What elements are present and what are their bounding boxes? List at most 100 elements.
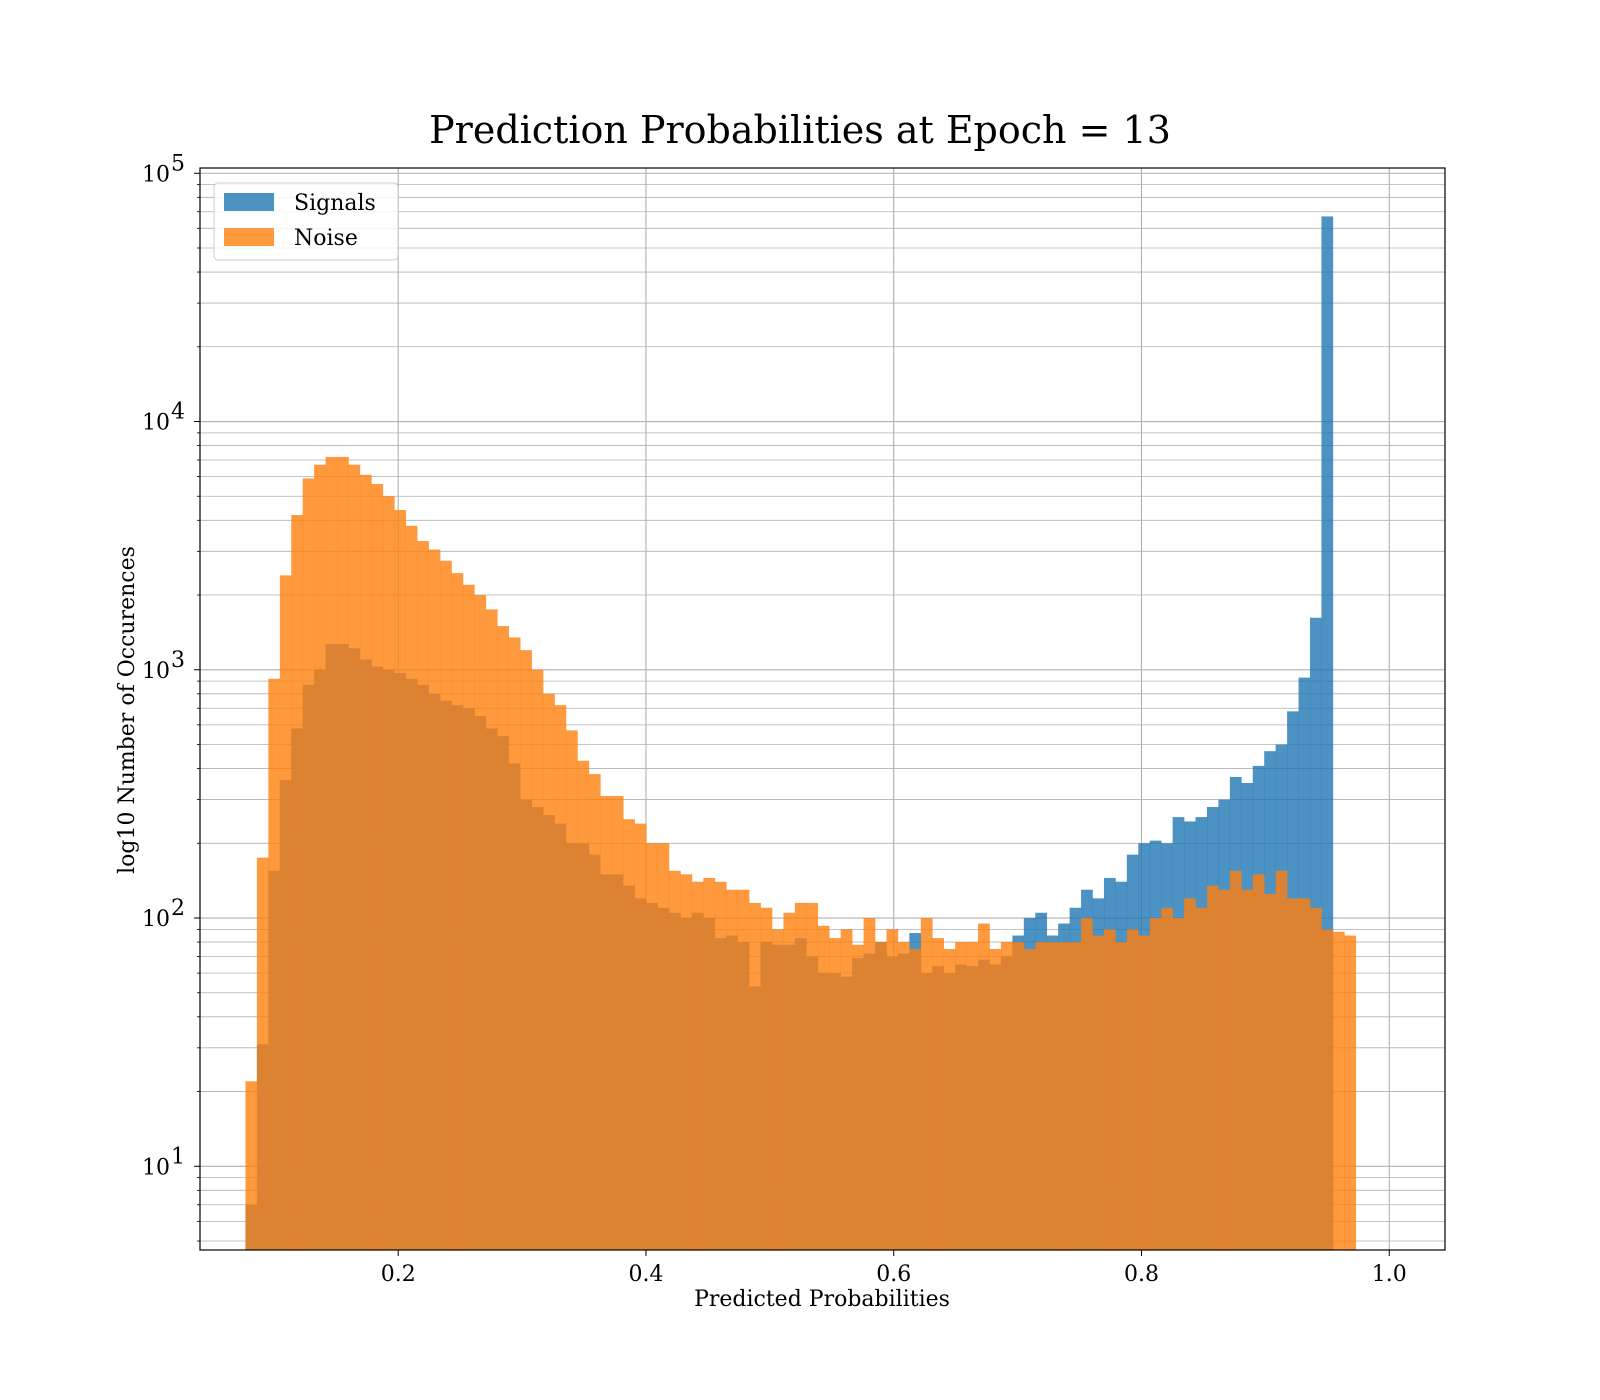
bar-noise — [485, 609, 498, 1250]
bar-noise — [371, 484, 384, 1251]
bar-noise — [600, 796, 613, 1250]
bar-noise — [680, 874, 693, 1250]
bar-noise — [428, 549, 441, 1250]
bar-noise — [1218, 889, 1231, 1250]
bar-noise — [451, 573, 464, 1250]
bar-noise — [359, 474, 372, 1250]
bar-noise — [474, 595, 487, 1250]
bar-noise — [1184, 898, 1196, 1250]
bar-noise — [462, 584, 475, 1250]
bar-noise — [1126, 929, 1139, 1250]
bar-noise — [714, 881, 727, 1250]
bar-noise — [256, 857, 269, 1250]
bar-noise — [863, 918, 876, 1250]
histogram-bars — [245, 216, 1357, 1251]
bar-signals — [1321, 216, 1334, 1251]
bar-noise — [897, 942, 910, 1250]
bar-noise — [1241, 889, 1254, 1250]
legend: Signals Noise — [213, 182, 399, 261]
bar-noise — [314, 464, 326, 1250]
x-tick-label: 0.2 — [381, 1262, 416, 1287]
legend-label-noise: Noise — [294, 226, 358, 251]
y-tick-exponent: 1 — [171, 1144, 185, 1169]
bar-noise — [978, 923, 990, 1250]
bar-noise — [508, 637, 521, 1250]
plot-frame — [199, 167, 1446, 1251]
bar-noise — [268, 678, 281, 1250]
bar-noise — [348, 464, 361, 1250]
bar-noise — [840, 929, 853, 1250]
bar-noise — [543, 693, 555, 1250]
bar-noise — [520, 650, 532, 1250]
bar-noise — [1103, 929, 1116, 1250]
bar-noise — [1206, 885, 1219, 1250]
y-tick-label: 10 — [142, 907, 170, 932]
bar-noise — [955, 942, 967, 1250]
y-tick-exponent: 3 — [171, 648, 185, 673]
chart-title: Prediction Probabilities at Epoch = 13 — [429, 108, 1171, 152]
bar-noise — [1264, 893, 1276, 1250]
bar-noise — [1035, 942, 1048, 1250]
bar-noise — [302, 478, 315, 1250]
bar-noise — [1229, 870, 1242, 1250]
bar-noise — [772, 929, 784, 1250]
bar-noise — [1081, 918, 1093, 1250]
bar-noise — [1069, 942, 1082, 1250]
legend-swatch-signals — [224, 193, 274, 211]
x-tick-label: 0.6 — [876, 1262, 911, 1287]
x-axis-label: Predicted Probabilities — [694, 1287, 950, 1312]
bar-noise — [394, 510, 407, 1250]
legend-swatch-noise — [224, 228, 274, 246]
bar-noise — [920, 918, 933, 1250]
bar-noise — [623, 819, 635, 1250]
bar-noise — [1321, 929, 1334, 1250]
bar-noise — [1058, 942, 1070, 1250]
bar-noise — [875, 942, 887, 1250]
y-tick-exponent: 2 — [171, 896, 185, 921]
bar-noise — [291, 515, 303, 1250]
bar-noise — [1000, 942, 1013, 1250]
bar-noise — [886, 929, 899, 1250]
bar-noise — [806, 902, 819, 1250]
bar-noise — [245, 1081, 258, 1250]
bar-noise — [657, 843, 670, 1250]
bar-noise — [405, 525, 418, 1250]
bar-noise — [531, 669, 544, 1250]
bar-noise — [1252, 874, 1265, 1250]
y-tick-label: 10 — [142, 411, 170, 436]
bar-noise — [646, 843, 658, 1250]
bar-noise — [668, 870, 681, 1250]
bar-noise — [279, 575, 292, 1250]
y-tick-label: 10 — [142, 659, 170, 684]
bar-noise — [691, 881, 704, 1250]
bar-noise — [749, 902, 761, 1250]
bar-noise — [497, 626, 510, 1250]
bar-noise — [634, 823, 647, 1250]
bar-noise — [382, 496, 395, 1250]
bar-noise — [852, 944, 864, 1250]
y-tick-label: 10 — [142, 162, 170, 187]
bar-noise — [1138, 935, 1151, 1250]
bar-noise — [1046, 942, 1059, 1250]
y-tick-exponent: 4 — [171, 400, 185, 425]
bar-noise — [943, 949, 956, 1250]
bar-noise — [1287, 898, 1299, 1250]
bar-noise — [1332, 931, 1345, 1250]
bar-noise — [1298, 898, 1311, 1250]
bar-noise — [932, 938, 945, 1250]
bar-noise — [565, 730, 578, 1250]
bar-noise — [554, 705, 567, 1250]
bar-noise — [703, 877, 716, 1250]
bar-noise — [1172, 918, 1185, 1250]
bar-noise — [1115, 942, 1128, 1250]
bar-noise — [783, 912, 796, 1250]
bar-noise — [1344, 935, 1357, 1250]
bar-noise — [1092, 935, 1105, 1250]
bar-noise — [817, 925, 830, 1250]
bar-noise — [760, 907, 773, 1250]
bar-noise — [1012, 942, 1025, 1250]
y-axis-label: log10 Number of Occurences — [115, 546, 140, 874]
x-tick-label: 1.0 — [1372, 1262, 1407, 1287]
bar-noise — [417, 541, 429, 1250]
